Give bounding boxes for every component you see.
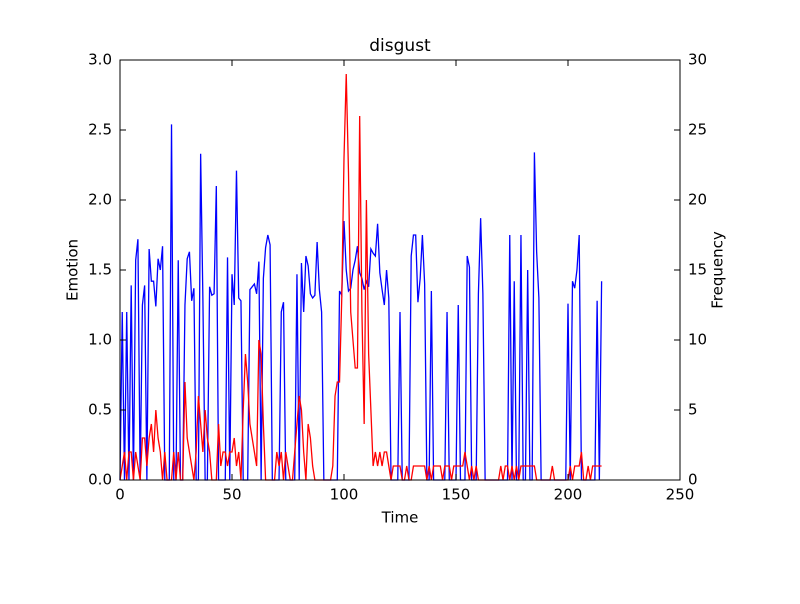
y2-tick-label: 20: [688, 191, 707, 209]
y-tick-label: 1.5: [88, 261, 112, 279]
x-tick-label: 0: [115, 486, 125, 504]
chart-title: disgust: [369, 36, 431, 56]
x-axis-label: Time: [381, 509, 419, 527]
x-tick-label: 200: [554, 486, 583, 504]
x-tick-label: 50: [222, 486, 241, 504]
y2-tick-label: 5: [688, 401, 698, 419]
x-tick-label: 150: [442, 486, 471, 504]
y2-axis-label: Frequency: [709, 231, 727, 309]
series-line: [119, 124, 603, 481]
y-tick-label: 0.0: [88, 471, 112, 489]
y2-tick-label: 25: [688, 121, 707, 139]
series-line: [119, 73, 602, 481]
y-tick-label: 1.0: [88, 331, 112, 349]
y2-tick-label: 0: [688, 471, 698, 489]
y-tick-label: 3.0: [88, 51, 112, 69]
y-tick-label: 2.0: [88, 191, 112, 209]
y-tick-label: 2.5: [88, 121, 112, 139]
x-tick-label: 100: [330, 486, 359, 504]
y-axis-label: Emotion: [64, 239, 82, 301]
x-tick-label: 250: [666, 486, 695, 504]
y2-tick-label: 15: [688, 261, 707, 279]
y2-tick-label: 10: [688, 331, 707, 349]
y-tick-label: 0.5: [88, 401, 112, 419]
y2-tick-label: 30: [688, 51, 707, 69]
